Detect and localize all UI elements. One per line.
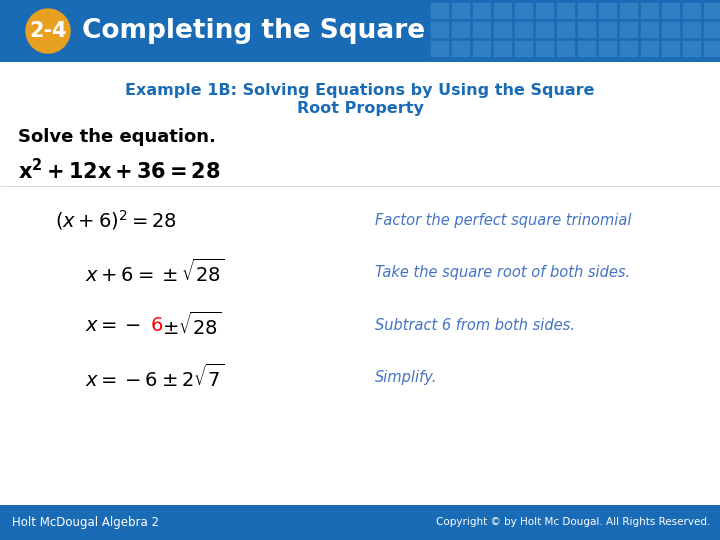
Bar [472,40,491,57]
Bar [430,40,449,57]
Bar [682,40,701,57]
Text: Holt McDougal Algebra 2: Holt McDougal Algebra 2 [12,516,159,529]
Bar [451,2,470,19]
Bar [598,40,617,57]
Bar [535,40,554,57]
Bar [661,21,680,38]
Bar [451,40,470,57]
Bar [514,2,533,19]
Bar [640,40,659,57]
Bar [661,40,680,57]
Text: Simplify.: Simplify. [375,369,437,384]
Text: $x+6=\pm\sqrt{28}$: $x+6=\pm\sqrt{28}$ [85,259,225,286]
Bar [640,2,659,19]
Bar [619,2,638,19]
Text: $6$: $6$ [150,315,163,335]
Text: Subtract 6 from both sides.: Subtract 6 from both sides. [375,318,575,333]
Bar [535,21,554,38]
Bar [619,21,638,38]
Text: Example 1B: Solving Equations by Using the Square: Example 1B: Solving Equations by Using t… [125,83,595,98]
Text: $x=-6\pm 2\sqrt{7}$: $x=-6\pm 2\sqrt{7}$ [85,363,225,391]
Bar [514,21,533,38]
Bar [493,2,512,19]
Text: Factor the perfect square trinomial: Factor the perfect square trinomial [375,213,631,227]
Text: 2-4: 2-4 [30,21,67,41]
Bar [577,40,596,57]
Text: Completing the Square: Completing the Square [82,18,425,44]
Bar [556,21,575,38]
Bar [598,2,617,19]
Text: Copyright © by Holt Mc Dougal. All Rights Reserved.: Copyright © by Holt Mc Dougal. All Right… [436,517,710,528]
Bar [577,2,596,19]
Bar [430,2,449,19]
Bar [430,21,449,38]
Circle shape [26,9,70,53]
Text: $x=-$: $x=-$ [85,315,141,335]
Bar [472,21,491,38]
Bar [0,0,720,62]
Bar [703,21,720,38]
Text: Take the square root of both sides.: Take the square root of both sides. [375,265,630,280]
Bar [535,2,554,19]
Text: Root Property: Root Property [297,100,423,116]
Bar [598,21,617,38]
Bar [493,40,512,57]
Bar [556,2,575,19]
Text: Solve the equation.: Solve the equation. [18,128,216,146]
Text: $(x + 6)^2 = 28$: $(x + 6)^2 = 28$ [55,208,177,232]
Bar [661,2,680,19]
Bar [472,2,491,19]
Bar [493,21,512,38]
Bar [682,2,701,19]
Bar [577,21,596,38]
Bar [703,2,720,19]
Bar [619,40,638,57]
Bar [556,40,575,57]
Bar [703,40,720,57]
Bar [0,505,720,540]
Bar [682,21,701,38]
Bar [451,21,470,38]
Text: $\mathbf{x^2 + 12x + 36 = 28}$: $\mathbf{x^2 + 12x + 36 = 28}$ [18,158,220,183]
Bar [640,21,659,38]
Bar [514,40,533,57]
Text: $\pm\sqrt{28}$: $\pm\sqrt{28}$ [162,312,222,339]
